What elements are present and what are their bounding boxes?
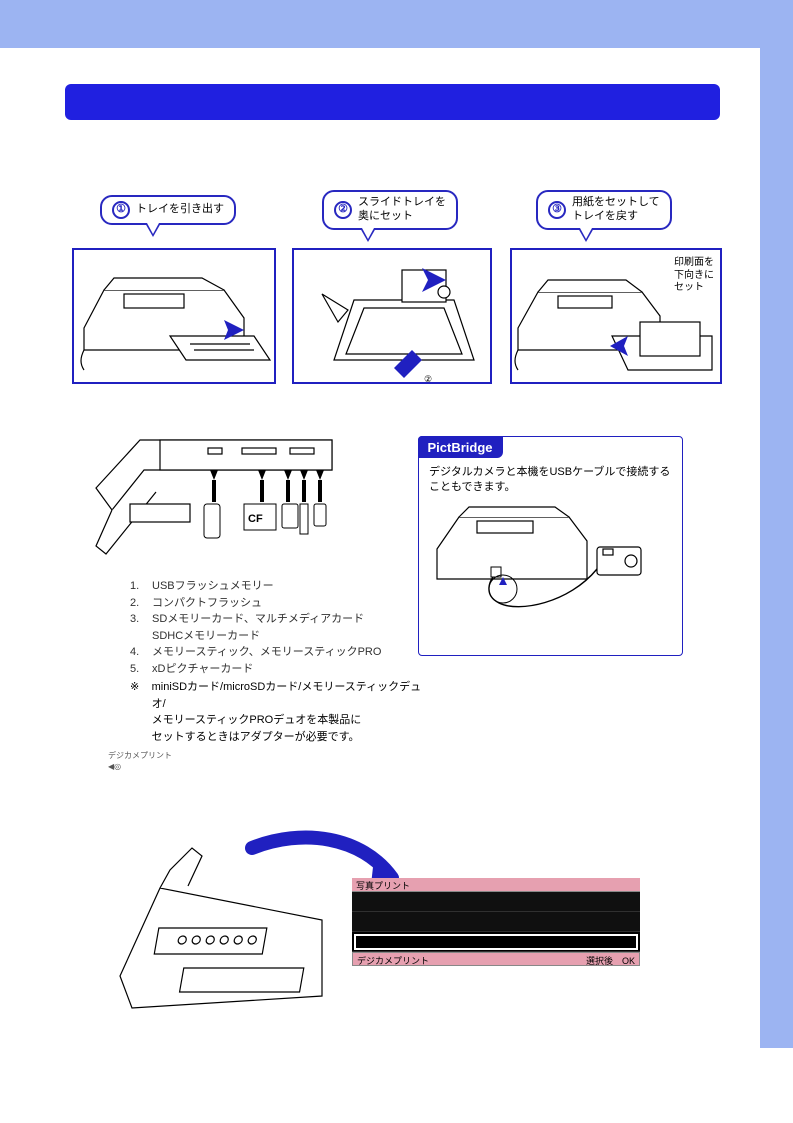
- step-2-label: スライドトレイを 奥にセット: [358, 196, 446, 224]
- step-2-pointer-icon: [360, 228, 376, 242]
- printer-step1-illustration: [74, 250, 278, 386]
- step-3-label: 用紙をセットして トレイを戻す: [572, 196, 660, 224]
- step-2-illustration-box: ②: [292, 248, 492, 384]
- small-caption-line2: ◀◎: [108, 761, 172, 772]
- media-item-4-num: 4.: [130, 644, 152, 661]
- printer-step2-illustration: ②: [294, 250, 494, 386]
- media-item-5-text: xDピクチャーカード: [152, 661, 253, 678]
- pictbridge-text: デジタルカメラと本機をUSBケーブルで接続することもできます。: [429, 465, 672, 496]
- media-item-5-num: 5.: [130, 661, 152, 678]
- media-item-4-text: メモリースティック、メモリースティックPRO: [152, 644, 381, 661]
- step-3-number-icon: ③: [548, 201, 566, 219]
- lcd-menu: 写真プリント デジカメプリント 選択後 OK: [352, 878, 640, 998]
- svg-text:②: ②: [424, 374, 432, 384]
- big-arrow-icon: [252, 838, 392, 878]
- supported-media-list: 1. USBフラッシュメモリー 2. コンパクトフラッシュ 3. SDメモリーカ…: [130, 578, 430, 745]
- lcd-row-3-selected: [352, 932, 640, 952]
- step-3-illustration-box: 印刷面を 下向きに セット: [510, 248, 722, 384]
- pictbridge-tab: PictBridge: [418, 436, 503, 458]
- step-1-label: トレイを引き出す: [136, 203, 224, 217]
- lcd-row-2: [352, 912, 640, 932]
- pictbridge-illustration: [419, 493, 684, 653]
- lcd-header: 写真プリント: [352, 878, 640, 892]
- small-caption-line1: デジカメプリント: [108, 750, 172, 761]
- bottom-printer-illustration: [102, 808, 352, 1038]
- card-slot-illustration: CF: [92, 426, 352, 576]
- lcd-footer-right: 選択後 OK: [586, 954, 635, 964]
- step-1-illustration-box: [72, 248, 276, 384]
- media-item-2-num: 2.: [130, 595, 152, 612]
- media-item-1-text: USBフラッシュメモリー: [152, 578, 274, 595]
- media-item-1-num: 1.: [130, 578, 152, 595]
- media-item-2-text: コンパクトフラッシュ: [152, 595, 262, 612]
- media-note-text: miniSDカード/microSDカード/メモリースティックデュオ/ メモリース…: [152, 679, 430, 745]
- step-1-callout: ① トレイを引き出す: [100, 195, 236, 225]
- step-2-number-icon: ②: [334, 201, 352, 219]
- small-caption: デジカメプリント ◀◎: [108, 750, 172, 772]
- media-item-3-text: SDメモリーカード、マルチメディアカード SDHCメモリーカード: [152, 611, 364, 644]
- cf-label: CF: [248, 513, 263, 525]
- lcd-footer-left: デジカメプリント: [357, 954, 429, 964]
- step-3-pointer-icon: [578, 228, 594, 242]
- pictbridge-panel: PictBridge デジタルカメラと本機をUSBケーブルで接続することもできま…: [418, 436, 683, 656]
- step-1-pointer-icon: [145, 223, 161, 237]
- page: ① トレイを引き出す ② スライドトレイを 奥にセット: [0, 48, 760, 1048]
- step-2-callout: ② スライドトレイを 奥にセット: [322, 190, 458, 230]
- media-item-3-num: 3.: [130, 611, 152, 644]
- lcd-row-1: [352, 892, 640, 912]
- section-title-bar: [65, 84, 720, 120]
- step-1-number-icon: ①: [112, 201, 130, 219]
- step-3-inline-caption: 印刷面を 下向きに セット: [674, 257, 714, 295]
- media-note-mark: ※: [130, 679, 152, 745]
- step-3-callout: ③ 用紙をセットして トレイを戻す: [536, 190, 672, 230]
- lcd-footer: デジカメプリント 選択後 OK: [352, 952, 640, 966]
